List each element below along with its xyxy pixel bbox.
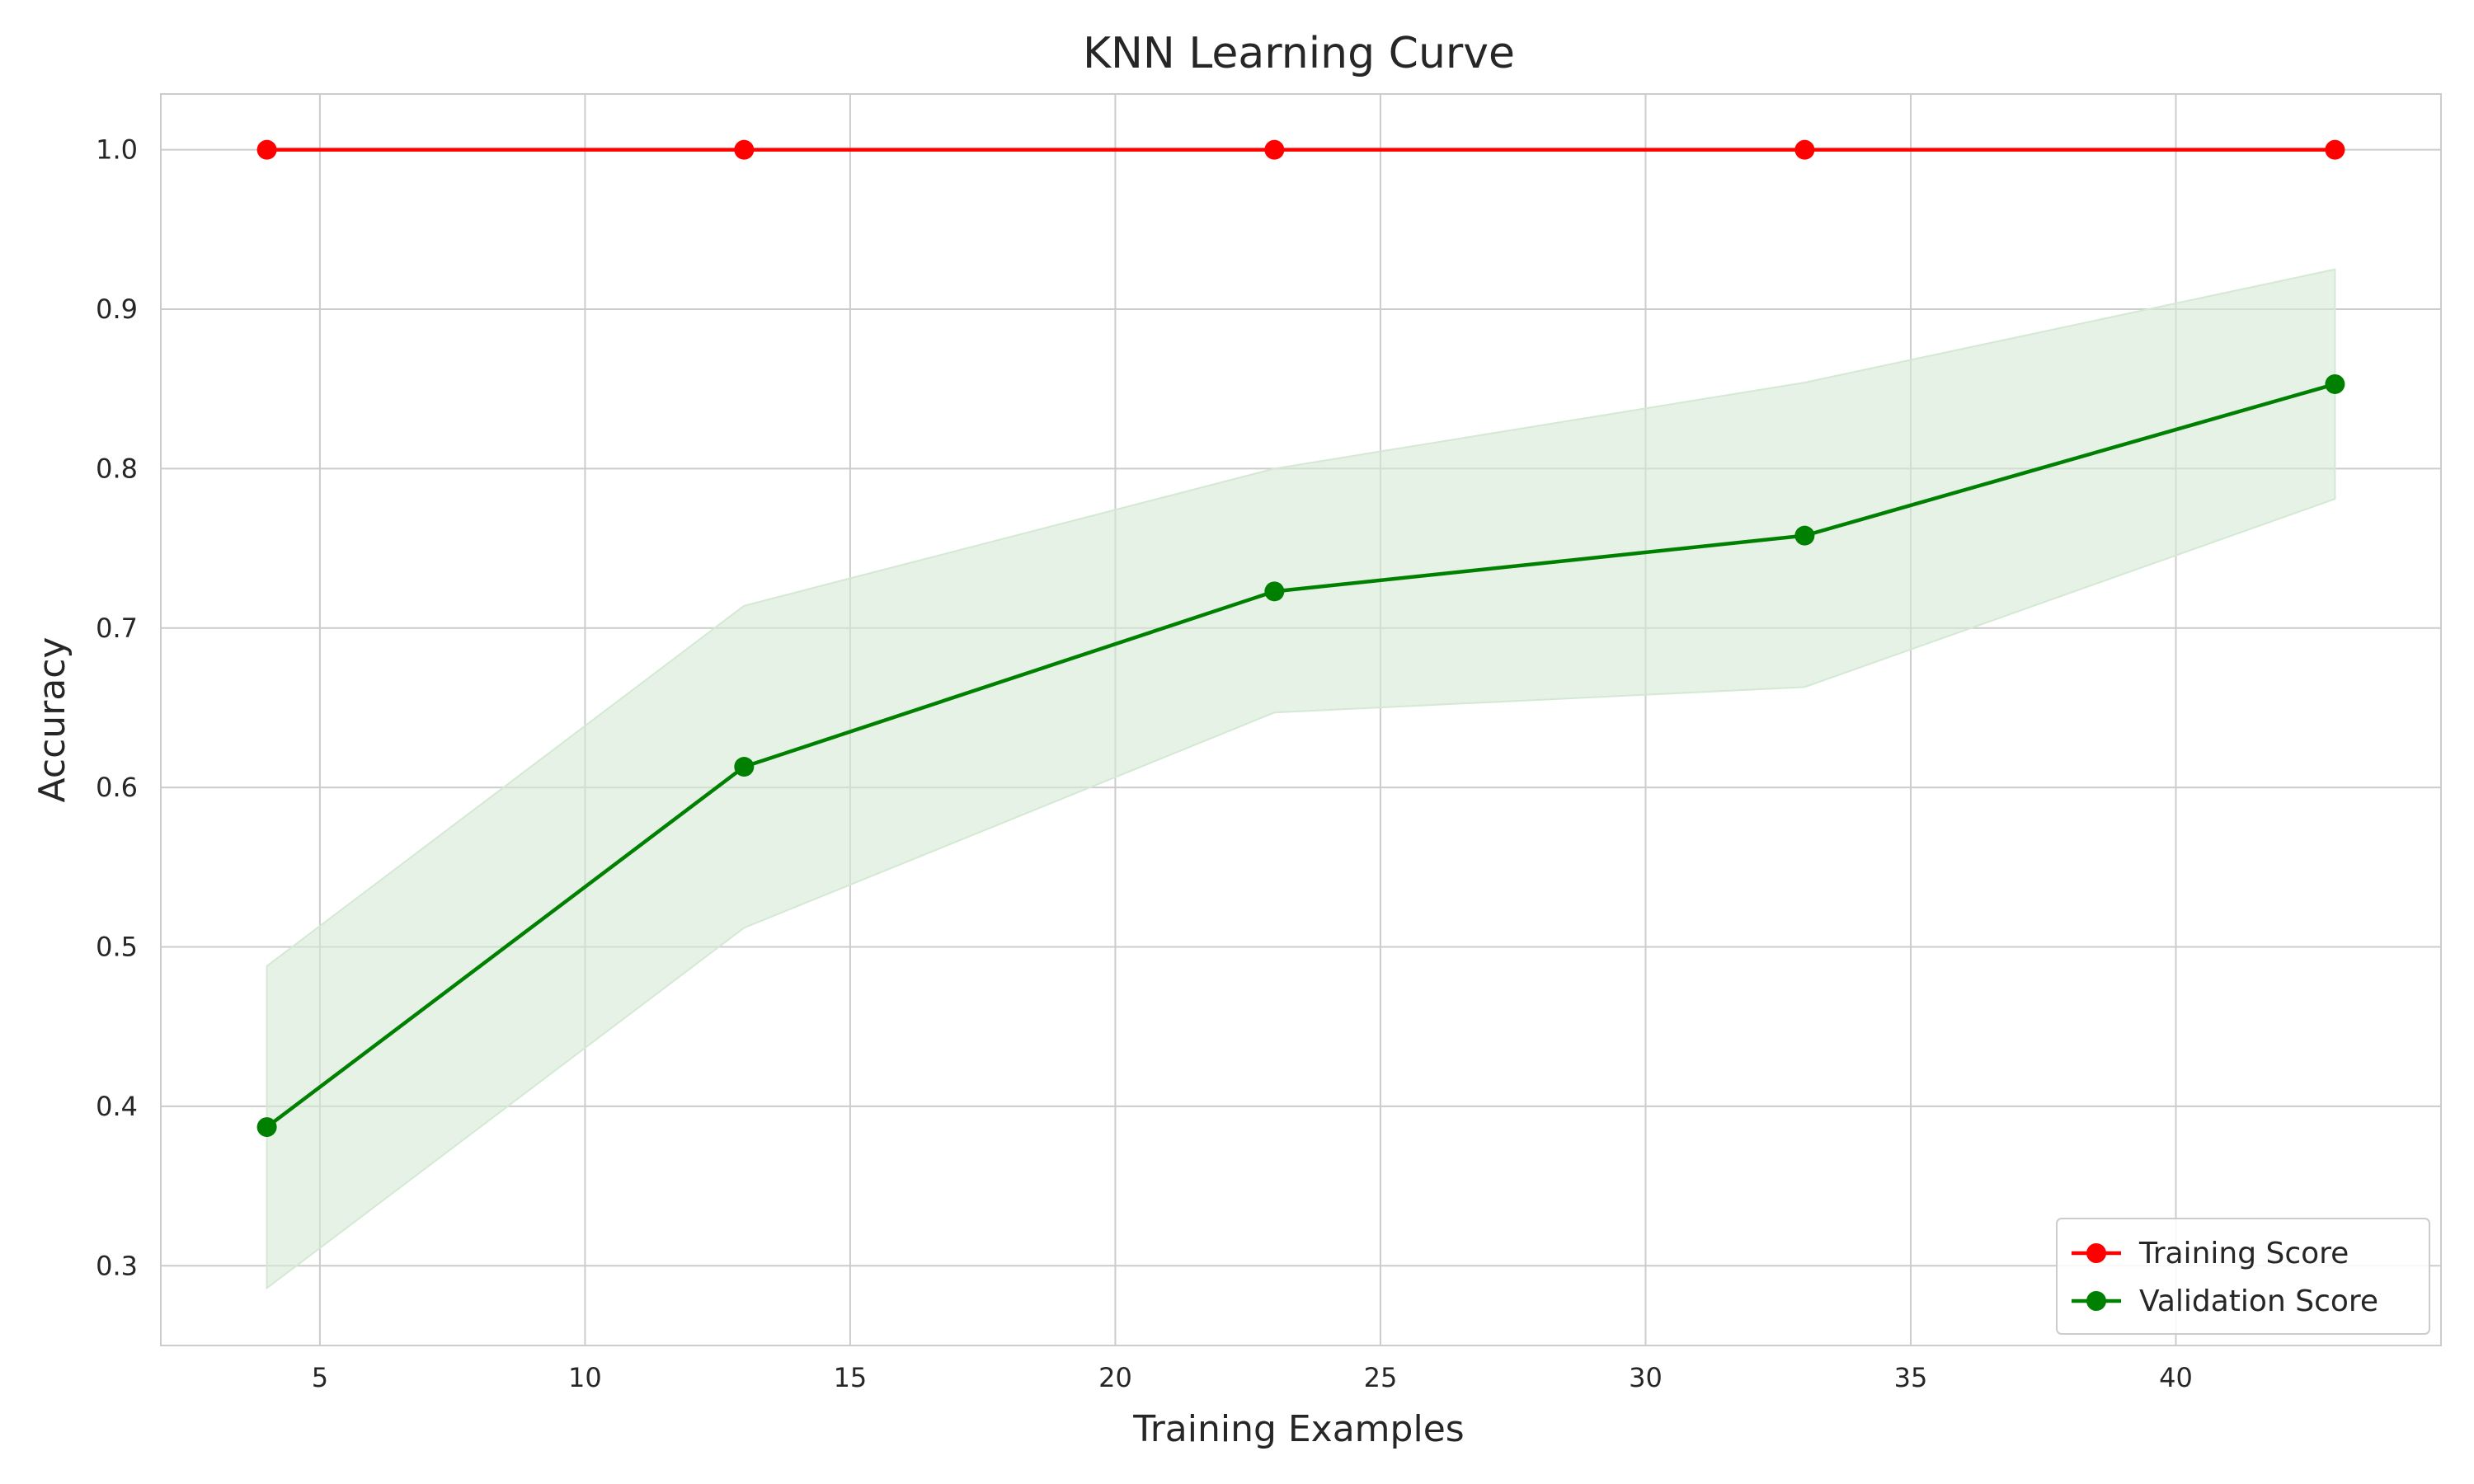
x-tick-label: 15 xyxy=(834,1362,868,1393)
x-tick-label: 25 xyxy=(1364,1362,1398,1393)
data-point xyxy=(1264,139,1285,160)
y-axis-label: Accuracy xyxy=(31,637,73,803)
series-markers xyxy=(256,139,2345,1138)
y-tick-label: 0.3 xyxy=(96,1250,138,1281)
y-tick-label: 0.4 xyxy=(96,1091,138,1122)
y-tick-label: 0.6 xyxy=(96,772,138,803)
x-tick-label: 30 xyxy=(1629,1362,1663,1393)
x-tick-label: 5 xyxy=(312,1362,328,1393)
x-tick-label: 40 xyxy=(2159,1362,2193,1393)
legend-box xyxy=(2056,1218,2430,1335)
legend-marker xyxy=(2086,1243,2106,1263)
tick-labels: 5 10 15 20 25 30 35 40 0.3 0.4 0.5 0.6 0.7 0.8 0.9 1.0 xyxy=(96,134,2193,1393)
chart-title: KNN Learning Curve xyxy=(1083,29,1515,78)
x-tick-label: 35 xyxy=(1894,1362,1928,1393)
y-tick-label: 0.7 xyxy=(96,613,138,644)
data-point xyxy=(256,139,277,160)
x-axis-label: Training Examples xyxy=(1132,1408,1464,1450)
data-point xyxy=(1264,581,1285,602)
data-point xyxy=(2325,139,2345,160)
data-point xyxy=(1794,139,1815,160)
series-band xyxy=(266,268,2336,1290)
y-tick-label: 0.5 xyxy=(96,932,138,963)
data-point xyxy=(734,139,755,160)
data-point xyxy=(734,757,755,777)
plot-area xyxy=(160,93,2442,1346)
y-tick-label: 0.9 xyxy=(96,294,138,325)
confidence-bands xyxy=(266,268,2336,1290)
y-tick-label: 0.8 xyxy=(96,453,138,484)
x-tick-label: 10 xyxy=(568,1362,602,1393)
legend-label: Training Score xyxy=(2138,1237,2349,1270)
data-point xyxy=(2325,373,2345,394)
x-tick-label: 20 xyxy=(1098,1362,1132,1393)
y-tick-label: 1.0 xyxy=(96,134,138,166)
data-point xyxy=(1794,525,1815,546)
legend: Training Score Validation Score xyxy=(2056,1218,2430,1335)
legend-label: Validation Score xyxy=(2139,1284,2378,1318)
plot-border xyxy=(160,93,2442,1346)
data-point xyxy=(256,1117,277,1138)
legend-marker xyxy=(2086,1291,2106,1311)
